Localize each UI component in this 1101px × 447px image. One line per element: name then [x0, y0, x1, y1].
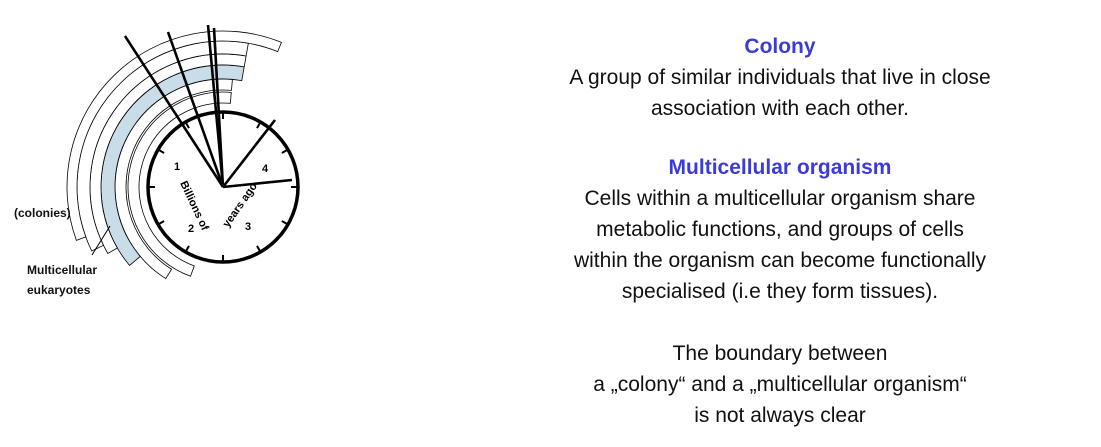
multicellular-definition-line3: within the organism can become functiona… [573, 249, 987, 272]
multicellular-label-line2: eukaryotes [27, 283, 91, 297]
eon-arc-6 [66, 30, 282, 241]
clock-hand-5 [221, 119, 277, 188]
multicellular-label-line1: Multicellular [27, 263, 98, 277]
multicellular-definition-line1: Cells within a multicellular organism sh… [584, 187, 976, 210]
clock-hand-2 [166, 31, 225, 188]
clock-hands [123, 24, 293, 189]
eon-arc-1 [127, 91, 232, 277]
boundary-note-line2: a „colony“ and a „multicellular organism… [593, 373, 967, 396]
geologic-clock-diagram: 1 2 3 4 Billions of years ago [66, 24, 300, 280]
colony-heading: Colony [744, 35, 816, 58]
clock-hand-4 [212, 27, 225, 188]
multicellular-heading: Multicellular organism [668, 156, 892, 179]
clock-tick-12 [184, 121, 190, 129]
eon-arcs [66, 30, 282, 280]
clock-tick-8 [184, 245, 190, 253]
hour-mark-3: 3 [245, 221, 251, 233]
hour-mark-4: 4 [262, 163, 269, 175]
definition-text-panel: Colony A group of similar individuals th… [500, 31, 1060, 431]
multicellular-eukaryotes-label: Multicellular eukaryotes [27, 260, 137, 300]
clock-tick-6 [256, 245, 262, 253]
colonies-label: (colonies) [14, 206, 71, 220]
multicellular-definition-line2: metabolic functions, and groups of cells [596, 218, 964, 241]
pointer-line [91, 225, 111, 256]
hour-mark-2: 2 [188, 223, 194, 235]
colony-definition-line2: association with each other. [651, 97, 909, 120]
clock-tick-9 [157, 220, 165, 226]
multicellular-definition-line4: specialised (i.e they form tissues). [621, 280, 939, 303]
boundary-note-line3: is not always clear [694, 404, 866, 427]
clock-tick-5 [281, 220, 289, 226]
clock-ticks [148, 112, 298, 262]
clock-hand-6 [222, 178, 293, 189]
colony-definition-line1: A group of similar individuals that live… [569, 66, 991, 89]
hour-mark-1: 1 [174, 161, 180, 173]
clock-tick-3 [281, 148, 289, 154]
boundary-note-line1: The boundary between [672, 342, 888, 365]
clock-tick-2 [256, 121, 262, 129]
clock-hand-1 [123, 35, 225, 188]
clock-tick-11 [157, 148, 165, 154]
